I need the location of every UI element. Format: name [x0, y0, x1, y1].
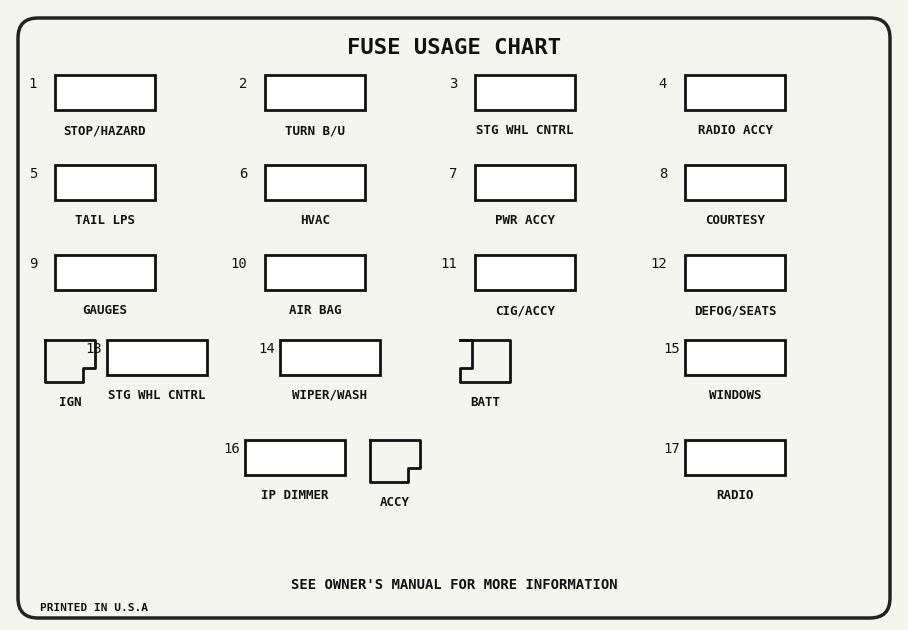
Text: RADIO ACCY: RADIO ACCY [697, 124, 773, 137]
Bar [475, 255, 575, 290]
Bar [475, 165, 575, 200]
Text: GAUGES: GAUGES [83, 304, 127, 317]
Text: HVAC: HVAC [300, 214, 330, 227]
Text: STG WHL CNTRL: STG WHL CNTRL [477, 124, 574, 137]
Bar [55, 75, 155, 110]
Bar [55, 165, 155, 200]
Text: PRINTED IN U.S.A: PRINTED IN U.S.A [40, 603, 148, 613]
Text: 6: 6 [239, 167, 247, 181]
Text: 5: 5 [29, 167, 37, 181]
Bar [265, 255, 365, 290]
Text: BATT: BATT [470, 396, 500, 409]
Text: STOP/HAZARD: STOP/HAZARD [64, 124, 146, 137]
Text: STG WHL CNTRL: STG WHL CNTRL [108, 389, 206, 402]
Bar [55, 255, 155, 290]
Bar [265, 75, 365, 110]
Text: RADIO: RADIO [716, 489, 754, 502]
Text: 1: 1 [29, 77, 37, 91]
Text: IP DIMMER: IP DIMMER [262, 489, 329, 502]
Text: 4: 4 [658, 77, 667, 91]
Text: 10: 10 [231, 257, 247, 271]
Text: 14: 14 [258, 342, 275, 356]
Text: CIG/ACCY: CIG/ACCY [495, 304, 555, 317]
Bar [107, 340, 207, 375]
Text: IGN: IGN [59, 396, 81, 409]
Text: 7: 7 [449, 167, 457, 181]
Text: 11: 11 [440, 257, 457, 271]
Text: SEE OWNER'S MANUAL FOR MORE INFORMATION: SEE OWNER'S MANUAL FOR MORE INFORMATION [291, 578, 617, 592]
Bar [475, 75, 575, 110]
Text: 15: 15 [663, 342, 680, 356]
Bar [685, 75, 785, 110]
Text: DEFOG/SEATS: DEFOG/SEATS [694, 304, 776, 317]
Text: COURTESY: COURTESY [705, 214, 765, 227]
Bar [685, 440, 785, 475]
Text: 8: 8 [658, 167, 667, 181]
Text: AIR BAG: AIR BAG [289, 304, 341, 317]
Text: WIPER/WASH: WIPER/WASH [292, 389, 368, 402]
Bar [245, 440, 345, 475]
Bar [685, 340, 785, 375]
Bar [685, 255, 785, 290]
Text: 17: 17 [663, 442, 680, 456]
Bar [265, 165, 365, 200]
Bar [685, 165, 785, 200]
Text: 13: 13 [85, 342, 102, 356]
Text: 16: 16 [223, 442, 240, 456]
Text: WINDOWS: WINDOWS [709, 389, 761, 402]
Text: 2: 2 [239, 77, 247, 91]
Text: TAIL LPS: TAIL LPS [75, 214, 135, 227]
Text: 3: 3 [449, 77, 457, 91]
Text: FUSE USAGE CHART: FUSE USAGE CHART [347, 38, 561, 58]
Text: TURN B/U: TURN B/U [285, 124, 345, 137]
FancyBboxPatch shape [18, 18, 890, 618]
Text: PWR ACCY: PWR ACCY [495, 214, 555, 227]
Bar [280, 340, 380, 375]
Text: ACCY: ACCY [380, 496, 410, 509]
Text: 12: 12 [650, 257, 667, 271]
Text: 9: 9 [29, 257, 37, 271]
